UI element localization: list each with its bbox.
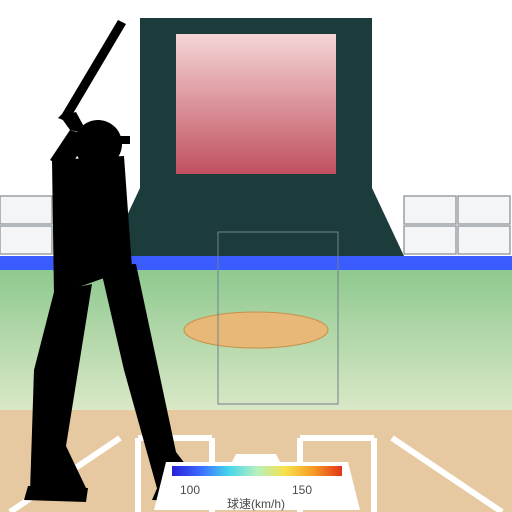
stands-box: [0, 196, 52, 224]
pitch-chart: 100 150 球速(km/h): [0, 0, 512, 512]
stands-box: [0, 226, 52, 254]
stands-box: [404, 226, 456, 254]
scoreboard-screen: [176, 34, 336, 174]
legend-tick-label: 100: [180, 483, 200, 497]
scoreboard-base: [108, 188, 404, 256]
stands-box: [404, 196, 456, 224]
stands-box: [458, 226, 510, 254]
legend-tick-label: 150: [292, 483, 312, 497]
legend-title: 球速(km/h): [227, 497, 285, 511]
stands-box: [458, 196, 510, 224]
pitchers-mound: [184, 312, 328, 348]
legend-colorbar: [172, 466, 342, 476]
